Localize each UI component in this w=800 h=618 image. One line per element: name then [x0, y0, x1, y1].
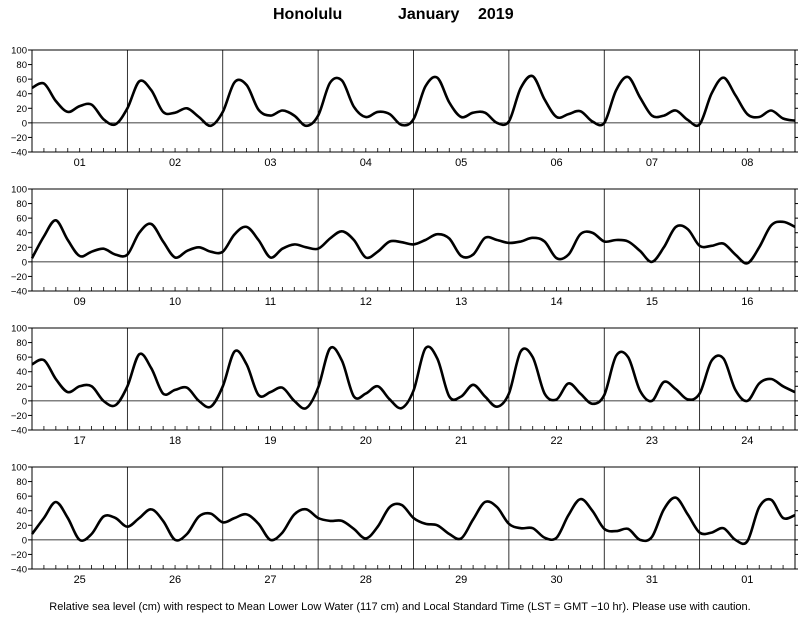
- y-tick-label: −40: [11, 565, 27, 576]
- y-tick-label: 60: [16, 353, 27, 364]
- day-label: 31: [646, 574, 658, 586]
- y-tick-label: −20: [11, 550, 27, 561]
- y-tick-label: 20: [16, 104, 27, 115]
- day-label: 21: [455, 435, 467, 447]
- y-tick-label: 60: [16, 492, 27, 503]
- title-station: Honolulu: [273, 6, 343, 23]
- tide-curve: [31, 345, 796, 410]
- tide-curve: [30, 496, 796, 546]
- y-tick-label: 100: [11, 46, 27, 57]
- y-tick-label: 40: [16, 506, 27, 517]
- day-label: 10: [169, 296, 181, 308]
- day-label: 14: [550, 296, 562, 308]
- day-label: 13: [455, 296, 467, 308]
- y-tick-label: 60: [16, 75, 27, 86]
- tide-curve: [31, 74, 796, 128]
- y-tick-label: 60: [16, 214, 27, 225]
- day-label: 29: [455, 574, 467, 586]
- y-tick-label: −40: [11, 426, 27, 437]
- day-label: 27: [264, 574, 276, 586]
- y-tick-label: 40: [16, 367, 27, 378]
- day-label: 24: [741, 435, 753, 447]
- day-label: 15: [646, 296, 658, 308]
- day-label: 16: [741, 296, 753, 308]
- y-tick-label: 100: [11, 185, 27, 196]
- day-label: 11: [265, 296, 276, 308]
- day-label: 06: [550, 157, 562, 169]
- day-label: 17: [74, 435, 86, 447]
- y-tick-label: 0: [22, 535, 27, 546]
- day-label: 19: [264, 435, 276, 447]
- tide-curve: [30, 219, 796, 265]
- day-label: 05: [455, 157, 467, 169]
- day-label: 03: [264, 157, 276, 169]
- day-label: 01: [741, 574, 753, 586]
- day-label: 22: [550, 435, 562, 447]
- y-tick-label: 0: [22, 396, 27, 407]
- y-tick-label: −40: [11, 148, 27, 159]
- day-label: 30: [550, 574, 562, 586]
- day-label: 04: [360, 157, 372, 169]
- day-label: 08: [741, 157, 753, 169]
- y-tick-label: 80: [16, 199, 27, 210]
- y-tick-label: 0: [22, 257, 27, 268]
- title-month: January: [398, 6, 460, 23]
- day-label: 01: [74, 157, 86, 169]
- y-tick-label: 40: [16, 228, 27, 239]
- day-label: 26: [169, 574, 181, 586]
- chart-title: Honolulu January 2019: [0, 6, 800, 28]
- y-tick-label: 0: [22, 118, 27, 129]
- y-tick-label: 100: [11, 324, 27, 335]
- y-tick-label: 80: [16, 60, 27, 71]
- day-label: 07: [646, 157, 658, 169]
- y-tick-label: −40: [11, 287, 27, 298]
- y-tick-label: −20: [11, 272, 27, 283]
- y-tick-label: 40: [16, 89, 27, 100]
- y-tick-label: 80: [16, 477, 27, 488]
- y-tick-label: 80: [16, 338, 27, 349]
- footnote: Relative sea level (cm) with respect to …: [49, 601, 751, 613]
- day-label: 02: [169, 157, 181, 169]
- title-year: 2019: [478, 6, 514, 23]
- day-label: 23: [646, 435, 658, 447]
- day-label: 18: [169, 435, 181, 447]
- y-tick-label: 20: [16, 521, 27, 532]
- y-tick-label: 20: [16, 382, 27, 393]
- day-label: 12: [360, 296, 372, 308]
- y-tick-label: 20: [16, 243, 27, 254]
- y-tick-label: 100: [11, 463, 27, 474]
- y-tick-label: −20: [11, 133, 27, 144]
- day-label: 09: [74, 296, 86, 308]
- y-tick-label: −20: [11, 411, 27, 422]
- day-label: 20: [360, 435, 372, 447]
- day-label: 28: [360, 574, 372, 586]
- day-label: 25: [74, 574, 86, 586]
